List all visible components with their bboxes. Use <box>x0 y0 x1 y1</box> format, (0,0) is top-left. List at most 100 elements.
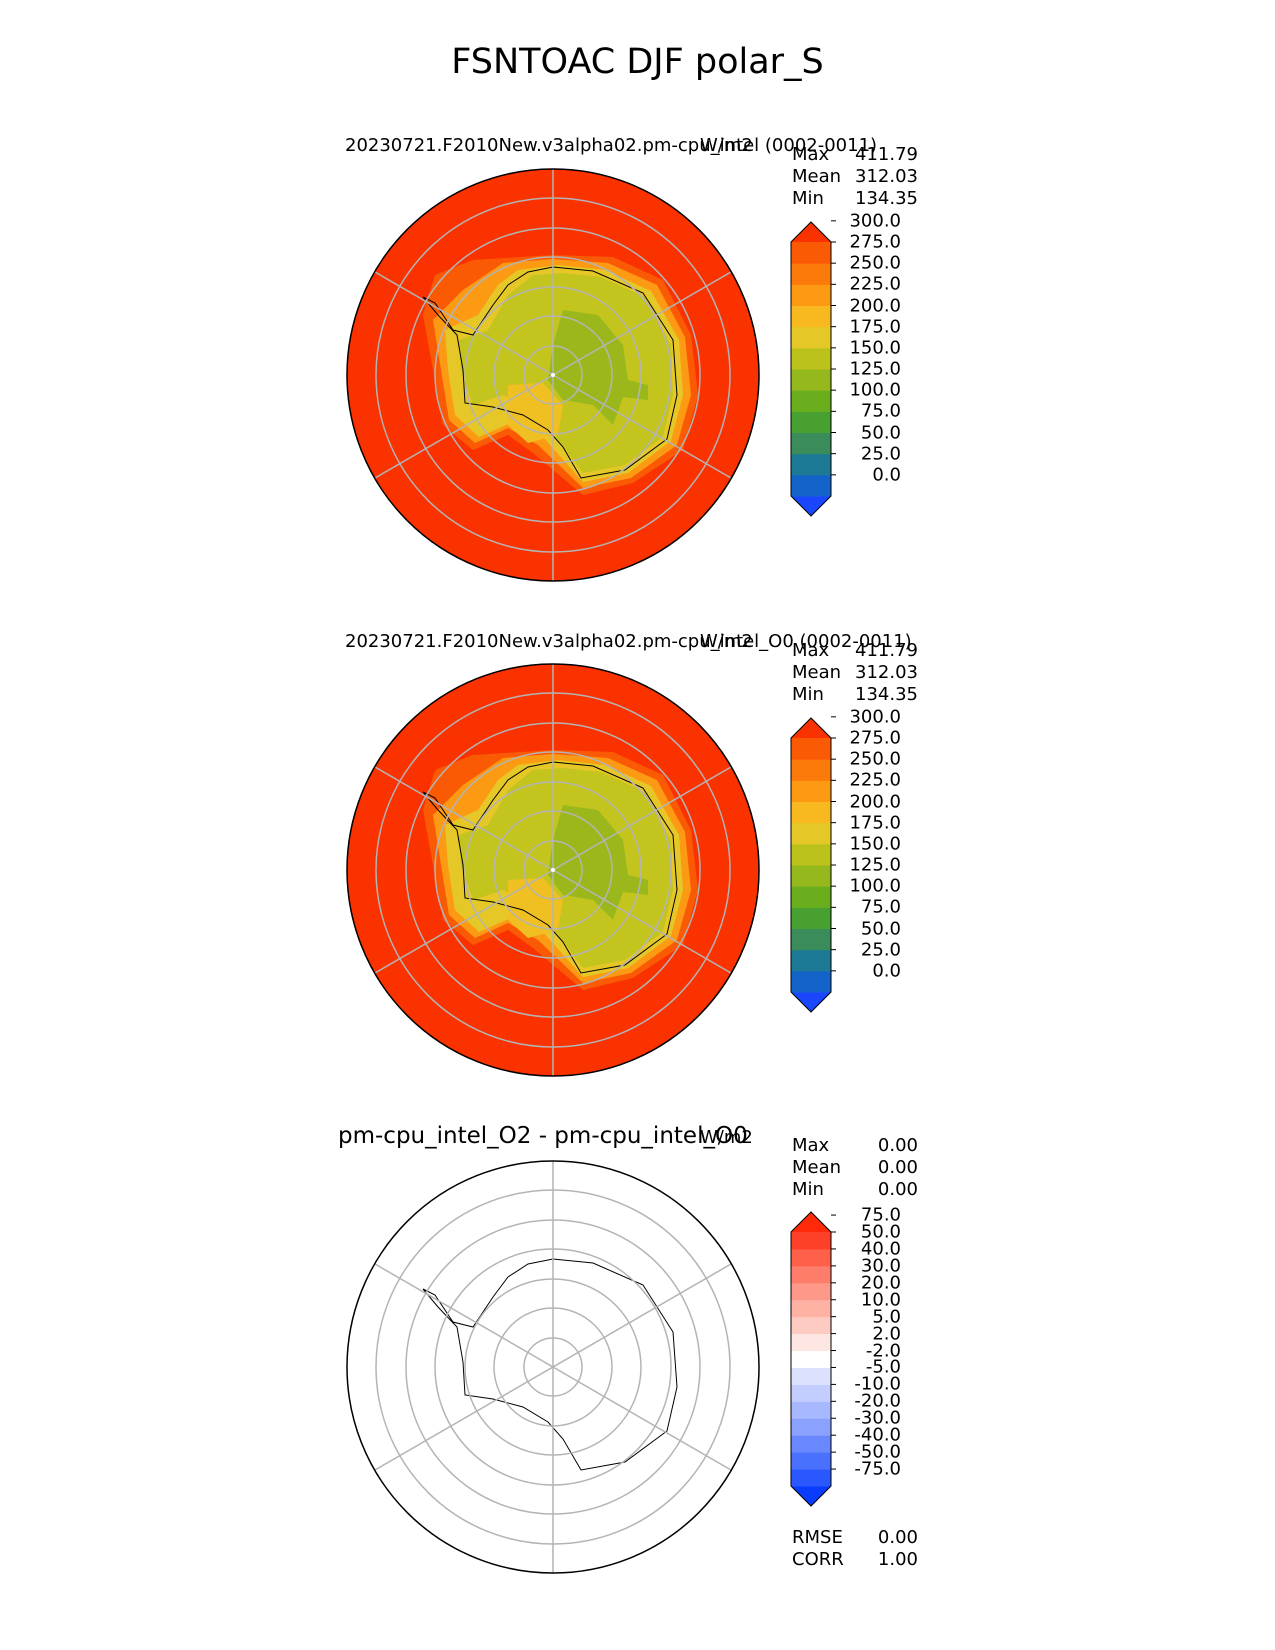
colorbar-segment <box>791 305 831 328</box>
colorbar-tick-label: 250.0 <box>849 748 901 770</box>
colorbar-tick-label: 300.0 <box>849 706 901 728</box>
colorbar-tick-label: 200.0 <box>849 791 901 812</box>
colorbar-tick-label: 30.0 <box>860 1255 901 1277</box>
colorbar-segment <box>791 263 831 285</box>
colorbar-svg <box>790 716 836 1013</box>
panel-1-stats: Max 411.79 Mean 312.03 Min 134.35 <box>792 144 918 209</box>
colorbar-tick-label: 125.0 <box>849 854 901 876</box>
colorbar-tick-label: 150.0 <box>849 337 901 359</box>
colorbar-svg <box>790 220 836 517</box>
colorbar-extend-max <box>791 1212 831 1232</box>
colorbar-tick-label: 0.0 <box>872 960 901 982</box>
colorbar-segment <box>791 738 831 760</box>
colorbar-segment <box>791 390 831 412</box>
colorbar-segment <box>791 801 831 824</box>
colorbar-segment <box>791 1418 831 1436</box>
colorbar-segment <box>791 843 831 866</box>
colorbar-tick-label: 50.0 <box>860 918 901 939</box>
colorbar-segment <box>791 1384 831 1402</box>
colorbar-tick-label: -50.0 <box>854 1441 901 1463</box>
colorbar-tick-label: 75.0 <box>860 896 901 918</box>
colorbar-segment <box>791 1469 831 1487</box>
colorbar-extend-max <box>791 718 831 738</box>
panel-1-title: 20230721.F2010New.v3alpha02.pm-cpu_intel… <box>345 135 878 156</box>
colorbar-tick-label: 225.0 <box>849 769 901 791</box>
colorbar-segment <box>791 949 831 972</box>
coastline <box>422 761 678 974</box>
colorbar-svg <box>790 1211 836 1507</box>
colorbar-tick-label: 225.0 <box>849 273 901 295</box>
colorbar-outline <box>790 717 832 1013</box>
colorbar-segment <box>791 1232 831 1250</box>
colorbar-segment <box>791 1316 831 1335</box>
panel-2-title: 20230721.F2010New.v3alpha02.pm-cpu_intel… <box>345 631 912 652</box>
colorbar-segment <box>791 780 831 802</box>
colorbar-segment <box>791 907 831 929</box>
panel-3-title: pm-cpu_intel_O2 - pm-cpu_intel_O0 <box>338 1123 748 1149</box>
colorbar-tick-label: 75.0 <box>860 1204 901 1226</box>
colorbar-segment <box>791 1248 831 1267</box>
colorbar-outline <box>790 221 832 517</box>
colorbar-segment <box>791 1452 831 1470</box>
colorbar-segment <box>791 474 831 497</box>
colorbar-segment <box>791 822 831 845</box>
colorbar-segment <box>791 1265 831 1284</box>
colorbar-extend-min <box>791 1486 831 1506</box>
colorbar-segment <box>791 411 831 433</box>
colorbar-tick-label: -20.0 <box>854 1390 901 1412</box>
colorbar-segment <box>791 1367 831 1385</box>
colorbar-tick-label: -40.0 <box>854 1424 901 1446</box>
colorbar-segment <box>791 928 831 951</box>
colorbar-tick-label: 100.0 <box>849 875 901 897</box>
colorbar-segment <box>791 865 831 887</box>
colorbar-segment <box>791 242 831 264</box>
colorbar-segment <box>791 1435 831 1453</box>
colorbar-segment <box>791 759 831 781</box>
colorbar-tick-labels: 0.0 25.0 50.0 75.0 100.0 125.0 150.0 175.0 200.0… <box>839 706 901 1012</box>
figure-title: FSNTOAC DJF polar_S <box>451 42 824 82</box>
colorbar-tick-label: 275.0 <box>849 231 901 253</box>
colorbar-extend-min <box>791 496 831 516</box>
colorbar-tick-label: 5.0 <box>872 1306 901 1328</box>
colorbar-segment <box>791 1333 831 1352</box>
colorbar-tick-label: 0.0 <box>872 464 901 486</box>
colorbar-segment <box>791 326 831 349</box>
panel-2-units: W/m2 <box>700 631 753 652</box>
panel-3-polar-map <box>346 1160 760 1574</box>
colorbar-segment <box>791 284 831 306</box>
colorbar-tick-labels: -75.0 -50.0 -40.0 -30.0 -20.0 -10.0 -5.0 -2.0 2.… <box>839 1205 901 1506</box>
colorbar-segment <box>791 1401 831 1419</box>
colorbar-segment <box>791 970 831 993</box>
colorbar-tick-label: 20.0 <box>860 1272 901 1294</box>
colorbar-tick-label: 10.0 <box>860 1289 901 1311</box>
ross-sea-yellow <box>508 878 563 938</box>
colorbar-tick-label: 75.0 <box>860 400 901 422</box>
coastline <box>422 266 678 479</box>
colorbar-segment <box>791 432 831 455</box>
colorbar-tick-label: -2.0 <box>865 1340 901 1362</box>
colorbar-segment <box>791 369 831 391</box>
panel-2-stats: Max 411.79 Mean 312.03 Min 134.35 <box>792 640 918 705</box>
colorbar-tick-label: 40.0 <box>860 1238 901 1260</box>
colorbar-tick-label: 275.0 <box>849 727 901 749</box>
colorbar-segment <box>791 347 831 370</box>
panel-1-units: W/m2 <box>700 135 753 156</box>
panel-1-polar-map <box>346 168 760 582</box>
colorbar-segment <box>791 1299 831 1318</box>
panel-2-polar-map <box>346 663 760 1077</box>
panel-3-stats: Max 0.00 Mean 0.00 Min 0.00 <box>792 1135 918 1200</box>
colorbar-tick-label: 175.0 <box>849 316 901 338</box>
panel-3-units: W/m2 <box>700 1127 753 1148</box>
colorbar-tick-label: 300.0 <box>849 210 901 232</box>
colorbar-tick-label: 100.0 <box>849 379 901 401</box>
colorbar-outline <box>790 1211 832 1507</box>
colorbar-tick-label: 125.0 <box>849 358 901 380</box>
colorbar-tick-label: 2.0 <box>872 1323 901 1345</box>
ross-sea-yellow <box>508 383 563 443</box>
coastline <box>422 1258 678 1471</box>
colorbar-tick-label: -5.0 <box>865 1356 901 1378</box>
colorbar-segment <box>791 453 831 476</box>
colorbar-extend-max <box>791 222 831 242</box>
colorbar-tick-label: 175.0 <box>849 812 901 834</box>
colorbar-tick-label: 25.0 <box>860 939 901 961</box>
